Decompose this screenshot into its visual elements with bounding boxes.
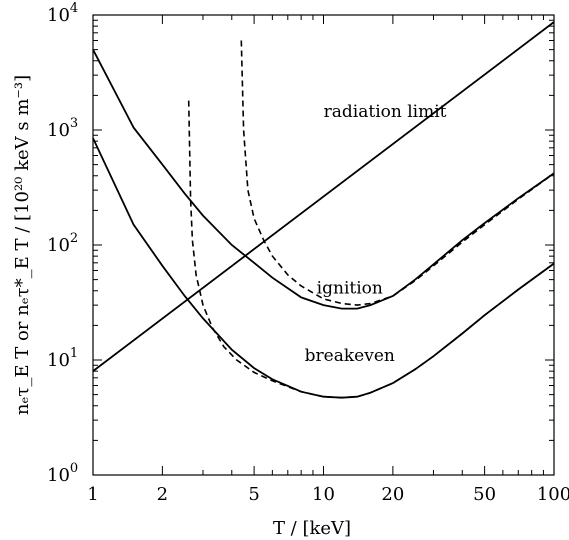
x-tick-label: 2 <box>157 484 168 505</box>
x-tick-label: 5 <box>248 484 259 505</box>
curves-layer <box>92 21 555 399</box>
series-line-2 <box>92 49 555 310</box>
x-axis-label: T / [keV] <box>273 518 351 539</box>
y-axis-ticks: 100 101 102 103 104 <box>47 1 554 486</box>
plot-frame <box>92 14 555 476</box>
curve-annotation: radiation limit <box>324 102 447 122</box>
curve-annotation: ignition <box>317 278 383 298</box>
y-axis-label: nₑτ_E T or nₑτ*_E T / [10²⁰ keV s m⁻³] <box>12 75 33 415</box>
annotations-layer: radiation limit ignition breakeven <box>305 102 447 366</box>
y-tick-label: 102 <box>47 231 78 256</box>
series-line-5 <box>187 100 555 399</box>
x-tick-label: 1 <box>87 484 98 505</box>
x-axis-ticks: 1 2 5 10 20 50 100 <box>87 15 569 505</box>
series-line-1 <box>92 21 555 372</box>
y-tick-label: 103 <box>47 116 78 141</box>
curve-annotation: breakeven <box>305 346 395 366</box>
x-tick-label: 20 <box>381 484 404 505</box>
x-tick-label: 100 <box>537 484 569 505</box>
x-tick-label: 10 <box>312 484 335 505</box>
y-tick-label: 101 <box>47 346 78 371</box>
y-tick-label: 100 <box>47 461 78 486</box>
series-line-3 <box>240 40 555 306</box>
x-tick-label: 50 <box>473 484 496 505</box>
y-tick-label: 104 <box>47 1 78 26</box>
